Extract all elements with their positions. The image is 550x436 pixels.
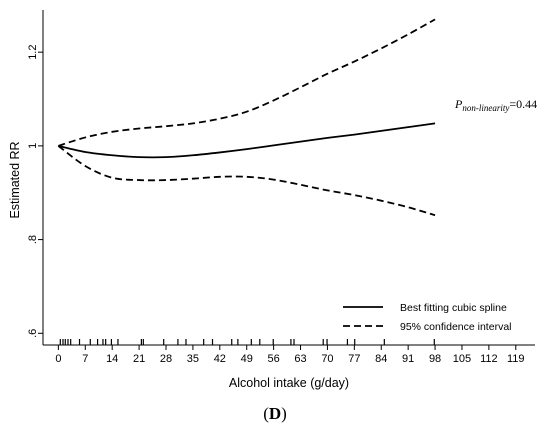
y-axis-ticks: .6 .8 1 1.2 [27, 45, 43, 338]
x-tick-label: 42 [214, 353, 226, 365]
x-tick-label: 119 [507, 353, 525, 365]
x-tick-label: 70 [321, 353, 333, 365]
x-tick-label: 91 [402, 353, 414, 365]
legend-label-spline: Best fitting cubic spline [400, 302, 507, 314]
spline-line [58, 122, 436, 159]
y-axis-label: Estimated RR [8, 141, 22, 218]
p-value: =0.44 [509, 97, 537, 111]
y-tick-label: .6 [27, 329, 39, 338]
ci-lower-line [57, 145, 436, 217]
panel-label: (D) [263, 404, 287, 423]
rr-spline-chart: 0 7 14 21 28 35 42 49 56 63 70 77 84 91 98 105 112 119 .6… [8, 10, 537, 390]
x-tick-label: 28 [160, 353, 172, 365]
rug-marks [59, 339, 435, 345]
x-tick-label: 98 [429, 353, 441, 365]
x-tick-label: 49 [241, 353, 253, 365]
x-tick-label: 21 [133, 353, 145, 365]
legend: Best fitting cubic spline 95% confidence… [343, 302, 512, 333]
x-tick-label: 112 [480, 353, 498, 365]
x-tick-label: 105 [453, 353, 471, 365]
x-tick-label: 84 [375, 353, 387, 365]
p-letter: P [454, 97, 463, 111]
x-tick-label: 0 [55, 353, 61, 365]
panel-label-letter: D [268, 404, 282, 423]
legend-label-ci: 95% confidence interval [400, 321, 512, 333]
x-tick-label: 63 [294, 353, 306, 365]
ci-upper-line [58, 18, 436, 147]
series-lines [57, 18, 436, 217]
x-axis-ticks: 0 7 14 21 28 35 42 49 56 63 70 77 84 91 98 105 112 119 [55, 345, 525, 365]
x-tick-label: 35 [187, 353, 199, 365]
x-tick-label: 14 [106, 353, 118, 365]
plot-frame [42, 10, 535, 346]
p-nonlinearity-annotation: Pnon-linearity=0.44 [454, 97, 537, 113]
p-subscript: non-linearity [462, 103, 509, 113]
x-tick-label: 7 [82, 353, 88, 365]
x-tick-label: 77 [348, 353, 360, 365]
y-tick-label: 1.2 [27, 45, 39, 60]
y-tick-label: .8 [27, 235, 39, 244]
x-tick-label: 56 [268, 353, 280, 365]
y-tick-label: 1 [27, 143, 39, 149]
x-axis-label: Alcohol intake (g/day) [229, 376, 349, 390]
